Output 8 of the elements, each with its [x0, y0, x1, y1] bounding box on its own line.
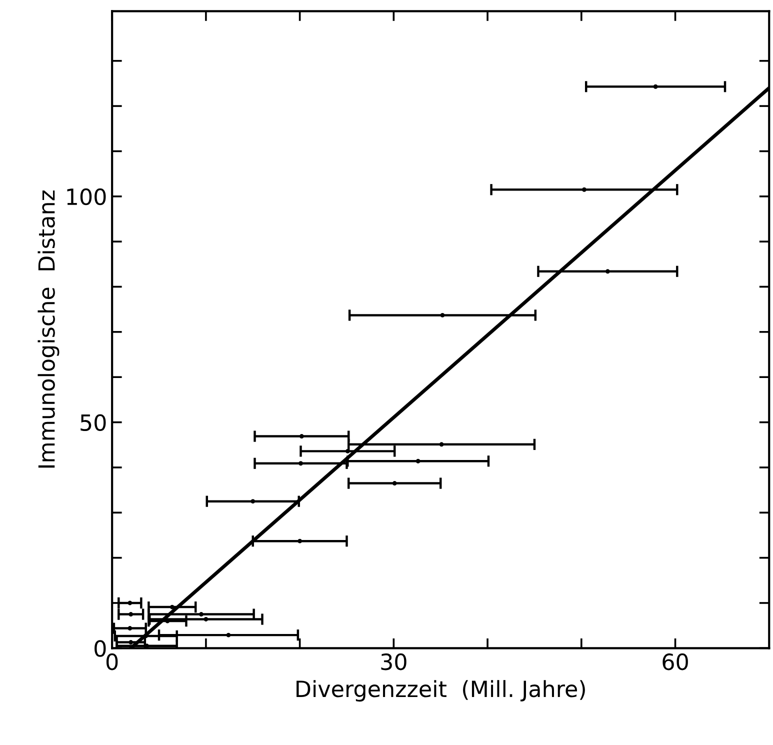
- x-tick-label: 0: [106, 653, 118, 670]
- y-tick-label: 0: [94, 640, 106, 657]
- x-tick-label: 30: [381, 653, 406, 670]
- y-tick-label: 100: [67, 188, 106, 206]
- x-axis-title: Divergenzzeit (Mill. Jahre): [296, 680, 585, 702]
- y-axis-title: Immunologische Distanz: [38, 190, 60, 468]
- y-tick-label: 50: [80, 414, 106, 432]
- x-tick-label: 60: [662, 653, 688, 670]
